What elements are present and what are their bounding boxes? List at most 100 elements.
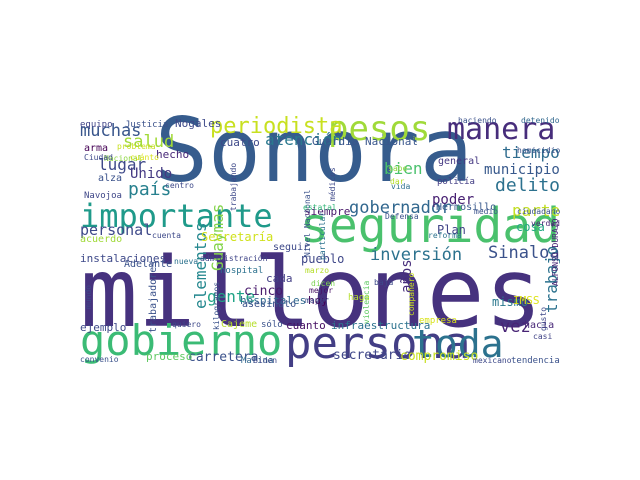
word: violencia — [362, 280, 371, 324]
word: Adelante — [124, 259, 173, 270]
word: persona — [285, 318, 471, 369]
word: cinco — [244, 284, 284, 299]
word: hacia — [524, 320, 555, 331]
word: carretera — [188, 350, 259, 365]
word: personal — [80, 221, 153, 239]
word: periodista — [210, 114, 343, 139]
word: arma — [84, 143, 109, 154]
word: convenio — [80, 355, 119, 364]
word: Navojoa — [84, 191, 122, 201]
word: Sonora — [155, 107, 473, 202]
word: trabajadores — [148, 260, 159, 333]
word: reforma — [428, 231, 462, 240]
word: particular — [318, 211, 327, 260]
word: Secretaría — [201, 230, 274, 244]
word: IMSS — [513, 294, 540, 307]
word: homicidio — [517, 146, 560, 155]
word: muchas — [80, 121, 142, 141]
word: Plan — [437, 223, 466, 237]
word: atención — [265, 130, 343, 149]
word: dicen — [311, 279, 336, 288]
word: compañero — [407, 272, 416, 316]
word: cosa — [516, 220, 545, 234]
word: casi — [533, 332, 553, 341]
word: alza — [98, 173, 123, 184]
word: acuerdo — [80, 234, 123, 245]
word: hoy — [308, 294, 328, 307]
word: seguir — [273, 242, 310, 253]
word: toda — [412, 322, 504, 366]
word: médicos — [328, 167, 337, 201]
word: hospitales — [240, 294, 307, 307]
word: cuenta — [152, 231, 181, 240]
word: mundo — [84, 284, 93, 309]
word: manera — [447, 112, 556, 147]
word: Nacional — [104, 154, 143, 163]
word: sólo — [261, 320, 283, 330]
word: sabe — [388, 164, 408, 173]
word: importante — [80, 197, 273, 235]
word: Marina — [241, 356, 274, 366]
word: mismo — [492, 295, 529, 309]
word: centro — [165, 181, 194, 190]
word: mexicano — [473, 356, 512, 365]
word: administración — [200, 254, 268, 263]
word: Hermosillo — [436, 202, 497, 213]
word: pesos — [328, 109, 431, 149]
word: Sinaloa — [488, 243, 560, 263]
word: Guardia Nacional — [312, 135, 418, 148]
word: estatal — [303, 203, 337, 212]
word: haga — [348, 293, 370, 303]
word: proceso — [146, 350, 193, 363]
word: verdad — [531, 219, 560, 228]
word: medio — [474, 207, 499, 216]
word: inversión — [370, 245, 463, 265]
word: gobierno — [80, 316, 283, 365]
word: nueva — [174, 257, 199, 266]
word: gente — [207, 287, 256, 306]
word: empresa — [419, 316, 457, 326]
word: poder — [432, 192, 475, 208]
word: municipio — [484, 162, 560, 178]
word: compromiso — [400, 349, 479, 364]
word: tendencia — [511, 356, 560, 366]
word: vez — [500, 317, 531, 337]
word: quiero — [172, 320, 201, 329]
word: gobernador — [349, 198, 452, 218]
word: Ciudad — [84, 153, 113, 162]
word: Justicia — [125, 120, 169, 130]
word: haciendo — [458, 116, 497, 125]
word: asesinato — [242, 299, 297, 310]
word: kilogramos — [212, 281, 221, 330]
word: Unido — [130, 166, 173, 182]
word: hecho — [156, 148, 190, 161]
word: instalaciones — [80, 252, 167, 265]
word: problema — [117, 142, 156, 151]
word: mayor — [305, 296, 330, 305]
word: Defensa — [385, 212, 419, 221]
word: seguridad — [300, 198, 560, 254]
word: vida — [391, 182, 411, 191]
word: ciudadano — [517, 207, 560, 216]
word: pueblo — [301, 252, 345, 266]
word: lugar — [98, 155, 147, 174]
word: Biden — [253, 356, 278, 365]
word: salud — [123, 132, 175, 152]
word: dar — [390, 177, 405, 186]
word: baja — [374, 278, 394, 287]
word: policía — [437, 177, 475, 187]
word: bien — [384, 159, 423, 178]
word: Cajeme — [221, 319, 258, 330]
word: Nogales — [175, 117, 222, 130]
word: detenido — [521, 116, 560, 125]
word: equipo — [80, 120, 113, 130]
word: mejor — [309, 286, 334, 295]
word: cuánto — [130, 153, 159, 162]
word: cada — [266, 272, 293, 285]
word: trabajando — [229, 162, 238, 211]
word: hospital — [220, 266, 264, 276]
word: cuanto — [286, 319, 326, 332]
word: general — [438, 156, 481, 167]
word: infraestructura — [331, 319, 431, 332]
word: ejemplo — [80, 321, 127, 334]
